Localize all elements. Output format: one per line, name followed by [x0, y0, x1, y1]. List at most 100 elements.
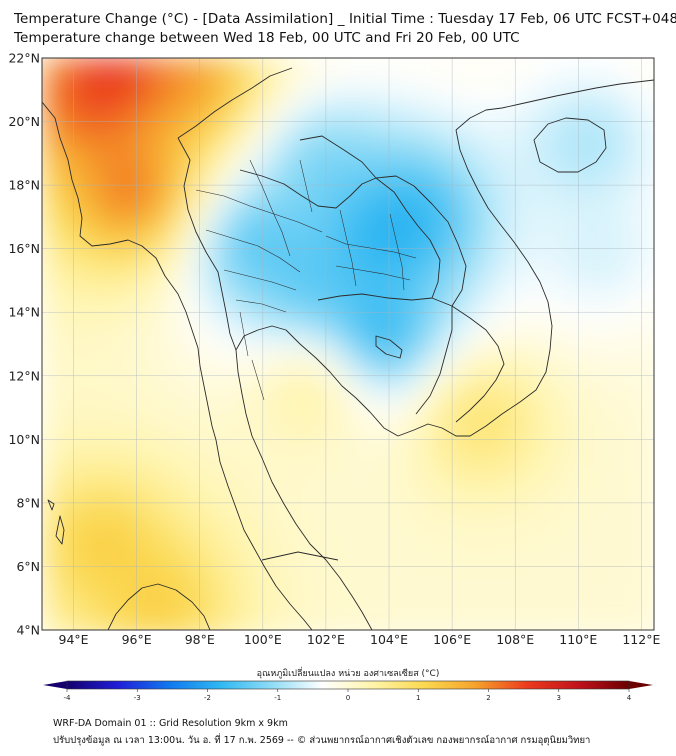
- field-cell: [502, 418, 513, 429]
- field-cell: [332, 198, 343, 209]
- field-cell: [552, 138, 563, 149]
- field-cell: [412, 118, 423, 129]
- field-cell: [162, 428, 173, 439]
- field-cell: [572, 428, 583, 439]
- field-cell: [302, 418, 313, 429]
- field-cell: [312, 568, 323, 579]
- field-cell: [242, 548, 253, 559]
- field-cell: [232, 588, 243, 599]
- field-cell: [42, 528, 53, 539]
- border-myanmar-thailand: [177, 137, 237, 351]
- field-cell: [632, 148, 643, 159]
- field-cell: [362, 88, 373, 99]
- field-cell: [72, 108, 83, 119]
- field-cell: [372, 538, 383, 549]
- field-cell: [282, 508, 293, 519]
- field-cell: [102, 618, 113, 629]
- field-cell: [122, 388, 133, 399]
- field-cell: [242, 588, 253, 599]
- field-cell: [542, 98, 553, 109]
- field-cell: [412, 108, 423, 119]
- field-cell: [52, 218, 63, 229]
- lon-tick-label: 102°E: [307, 632, 345, 647]
- field-cell: [332, 598, 343, 609]
- field-cell: [142, 358, 153, 369]
- field-cell: [492, 448, 503, 459]
- field-cell: [292, 368, 303, 379]
- field-cell: [432, 598, 443, 609]
- field-cell: [562, 628, 573, 630]
- field-cell: [602, 68, 613, 79]
- field-cell: [202, 118, 213, 129]
- field-cell: [92, 538, 103, 549]
- field-cell: [62, 238, 73, 249]
- field-cell: [302, 148, 313, 159]
- field-cell: [362, 488, 373, 499]
- field-cell: [522, 428, 533, 439]
- field-cell: [592, 188, 603, 199]
- field-cell: [262, 248, 273, 259]
- field-cell: [422, 298, 433, 309]
- field-cell: [62, 628, 73, 630]
- field-cell: [362, 568, 373, 579]
- field-cell: [262, 128, 273, 139]
- field-cell: [242, 228, 253, 239]
- field-cell: [202, 458, 213, 469]
- field-cell: [632, 218, 643, 229]
- field-cell: [72, 558, 83, 569]
- field-cell: [72, 208, 83, 219]
- field-cell: [152, 558, 163, 569]
- field-cell: [582, 398, 593, 409]
- field-cell: [442, 198, 453, 209]
- field-cell: [152, 198, 163, 209]
- field-cell: [402, 258, 413, 269]
- field-cell: [462, 488, 473, 499]
- field-cell: [152, 328, 163, 339]
- field-cell: [452, 358, 463, 369]
- colorbar-tick-label: -3: [134, 694, 141, 702]
- field-cell: [462, 458, 473, 469]
- field-cell: [142, 558, 153, 569]
- field-cell: [432, 328, 443, 339]
- field-cell: [452, 108, 463, 119]
- field-cell: [282, 148, 293, 159]
- field-cell: [172, 458, 183, 469]
- field-cell: [562, 538, 573, 549]
- field-cell: [232, 368, 243, 379]
- field-cell: [332, 608, 343, 619]
- field-cell: [112, 148, 123, 159]
- lon-tick-label: 94°E: [59, 632, 89, 647]
- field-cell: [522, 118, 533, 129]
- field-cell: [552, 198, 563, 209]
- field-cell: [642, 588, 653, 599]
- field-cell: [412, 528, 423, 539]
- field-cell: [302, 438, 313, 449]
- field-cell: [492, 128, 503, 139]
- field-cell: [342, 458, 353, 469]
- field-cell: [152, 478, 163, 489]
- field-cell: [602, 618, 613, 629]
- field-cell: [322, 588, 333, 599]
- field-cell: [342, 138, 353, 149]
- field-cell: [102, 528, 113, 539]
- field-cell: [652, 158, 654, 169]
- field-cell: [452, 528, 463, 539]
- field-cell: [602, 478, 613, 489]
- field-cell: [542, 508, 553, 519]
- field-cell: [232, 208, 243, 219]
- field-cell: [432, 618, 443, 629]
- field-cell: [402, 68, 413, 79]
- field-cell: [462, 78, 473, 89]
- field-cell: [142, 588, 153, 599]
- field-cell: [522, 108, 533, 119]
- field-cell: [392, 478, 403, 489]
- field-cell: [532, 88, 543, 99]
- field-cell: [92, 128, 103, 139]
- field-cell: [132, 438, 143, 449]
- field-cell: [222, 128, 233, 139]
- field-cell: [432, 68, 443, 79]
- field-cell: [332, 478, 343, 489]
- field-cell: [382, 368, 393, 379]
- field-cell: [172, 158, 183, 169]
- field-cell: [452, 348, 463, 359]
